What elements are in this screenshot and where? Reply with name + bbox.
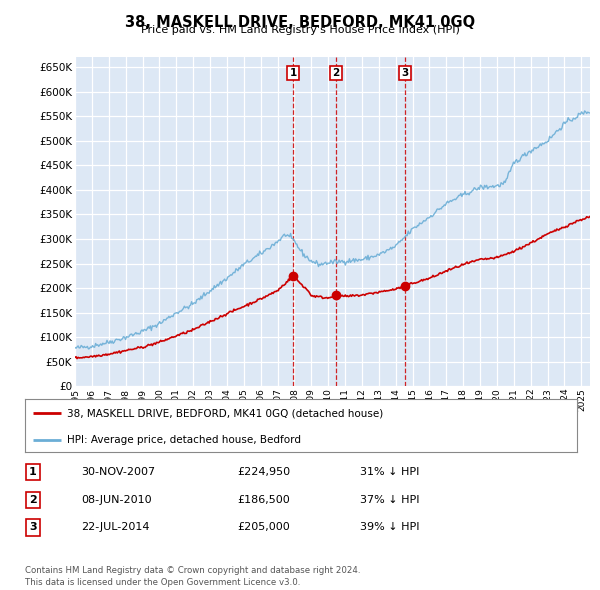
Text: 30-NOV-2007: 30-NOV-2007 [81, 467, 155, 477]
Text: 31% ↓ HPI: 31% ↓ HPI [360, 467, 419, 477]
Text: £205,000: £205,000 [237, 523, 290, 532]
Text: 08-JUN-2010: 08-JUN-2010 [81, 495, 152, 504]
Text: Price paid vs. HM Land Registry's House Price Index (HPI): Price paid vs. HM Land Registry's House … [140, 25, 460, 35]
Text: 37% ↓ HPI: 37% ↓ HPI [360, 495, 419, 504]
Text: 3: 3 [401, 68, 409, 78]
Text: 38, MASKELL DRIVE, BEDFORD, MK41 0GQ (detached house): 38, MASKELL DRIVE, BEDFORD, MK41 0GQ (de… [67, 408, 383, 418]
Text: 39% ↓ HPI: 39% ↓ HPI [360, 523, 419, 532]
Text: 38, MASKELL DRIVE, BEDFORD, MK41 0GQ: 38, MASKELL DRIVE, BEDFORD, MK41 0GQ [125, 15, 475, 30]
Text: 2: 2 [29, 495, 37, 504]
Text: £186,500: £186,500 [237, 495, 290, 504]
Text: Contains HM Land Registry data © Crown copyright and database right 2024.
This d: Contains HM Land Registry data © Crown c… [25, 566, 361, 587]
Text: HPI: Average price, detached house, Bedford: HPI: Average price, detached house, Bedf… [67, 435, 301, 445]
Text: 2: 2 [332, 68, 339, 78]
Text: 3: 3 [29, 523, 37, 532]
Text: £224,950: £224,950 [237, 467, 290, 477]
Text: 1: 1 [289, 68, 296, 78]
Text: 1: 1 [29, 467, 37, 477]
Text: 22-JUL-2014: 22-JUL-2014 [81, 523, 149, 532]
